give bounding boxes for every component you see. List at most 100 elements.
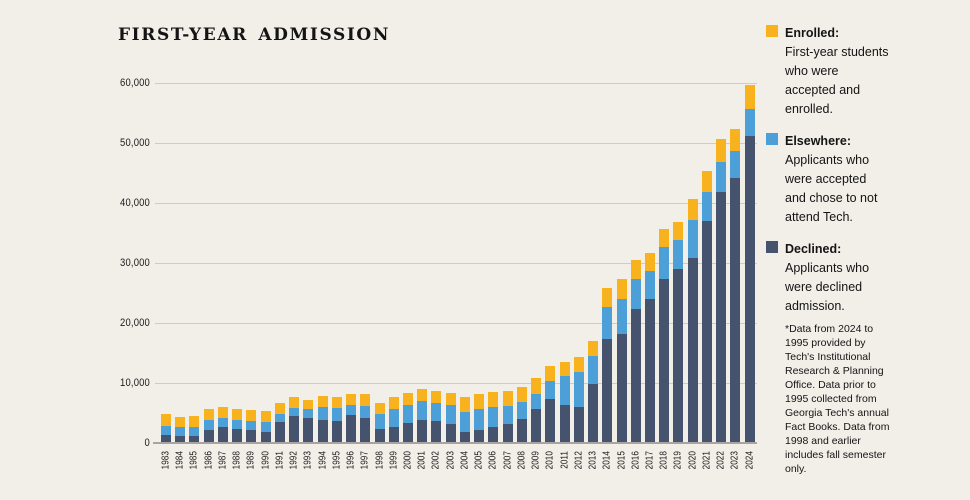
x-axis-label-2015: 2015 [616, 451, 628, 470]
declined-segment-2018 [659, 278, 670, 443]
legend-label-enrolled: Enrolled: [785, 26, 840, 40]
x-axis-label-1998: 1998 [374, 451, 386, 470]
declined-segment-2016 [630, 308, 641, 443]
declined-segment-1983 [161, 434, 171, 443]
declined-segment-2010 [545, 398, 556, 443]
declined-segment-2024 [744, 136, 755, 443]
elsewhere-segment-1986 [203, 420, 214, 431]
x-axis-label-1987: 1987 [217, 451, 229, 470]
x-axis-label-2004: 2004 [459, 451, 471, 470]
enrolled-segment-1987 [217, 407, 228, 418]
declined-segment-2022 [716, 192, 727, 443]
declined-segment-2006 [488, 426, 499, 443]
enrolled-segment-2006 [488, 392, 499, 407]
elsewhere-segment-2014 [602, 306, 613, 340]
x-axis-label-1996: 1996 [345, 451, 357, 470]
x-axis-label-2002: 2002 [430, 451, 442, 470]
elsewhere-segment-2002 [431, 403, 442, 422]
enrolled-segment-1996 [346, 393, 357, 405]
enrolled-segment-1990 [260, 410, 271, 422]
declined-segment-2019 [673, 269, 684, 443]
elsewhere-segment-2023 [730, 151, 741, 178]
legend-label-elsewhere: Elsewhere: [785, 134, 852, 148]
x-axis-label-2005: 2005 [473, 451, 485, 470]
enrolled-segment-1986 [203, 409, 214, 421]
x-axis-label-2014: 2014 [601, 451, 613, 470]
elsewhere-segment-1988 [232, 419, 243, 429]
enrolled-segment-1984 [175, 416, 186, 428]
enrolled-segment-2007 [502, 390, 513, 406]
elsewhere-segment-1991 [274, 413, 285, 422]
declined-segment-2017 [644, 299, 655, 443]
declined-segment-1993 [303, 417, 314, 443]
x-axis-label-2020: 2020 [687, 451, 699, 470]
declined-segment-2002 [431, 421, 442, 443]
enrolled-segment-2011 [559, 362, 570, 376]
x-axis-label-1986: 1986 [203, 451, 215, 470]
enrolled-segment-2020 [687, 198, 698, 220]
enrolled-segment-2004 [459, 397, 470, 412]
y-axis-tick-label: 50,000 [120, 136, 150, 149]
x-axis-label-1985: 1985 [188, 451, 200, 470]
x-axis-label-2001: 2001 [416, 451, 428, 470]
elsewhere-segment-1998 [374, 413, 385, 429]
x-axis-baseline [153, 442, 757, 444]
x-axis-label-2019: 2019 [672, 451, 684, 470]
declined-segment-2003 [445, 423, 456, 443]
declined-segment-2015 [616, 334, 627, 443]
elsewhere-segment-1987 [217, 417, 228, 428]
x-axis-label-1990: 1990 [260, 451, 272, 470]
enrolled-segment-2018 [659, 229, 670, 248]
enrolled-segment-2023 [730, 128, 741, 152]
x-axis-label-2000: 2000 [402, 451, 414, 470]
gridline-20000 [155, 323, 757, 324]
x-axis-label-2003: 2003 [445, 451, 457, 470]
elsewhere-segment-1997 [360, 405, 371, 418]
enrolled-segment-2013 [588, 341, 599, 356]
y-axis-tick-label: 20,000 [120, 316, 150, 329]
elsewhere-segment-2015 [616, 299, 627, 335]
declined-segment-1991 [274, 422, 285, 443]
data-source-footnote: *Data from 2024 to 1995 provided by Tech… [785, 323, 890, 475]
enrolled-segment-1989 [246, 410, 257, 421]
elsewhere-segment-1985 [189, 426, 200, 436]
declined-segment-1998 [374, 428, 385, 443]
elsewhere-segment-2003 [445, 405, 456, 424]
elsewhere-segment-2022 [716, 162, 727, 193]
elsewhere-segment-1999 [388, 408, 399, 427]
elsewhere-segment-2013 [588, 356, 599, 384]
x-axis-label-2021: 2021 [701, 451, 713, 470]
x-axis-label-2009: 2009 [530, 451, 542, 470]
elsewhere-segment-2016 [630, 278, 641, 309]
elsewhere-segment-2007 [502, 405, 513, 424]
elsewhere-segment-2008 [516, 401, 527, 419]
x-axis-label-2006: 2006 [487, 451, 499, 470]
y-axis-tick-label: 60,000 [120, 76, 150, 89]
legend-label-declined: Declined: [785, 242, 842, 256]
declined-segment-2001 [417, 419, 428, 443]
declined-segment-1999 [388, 426, 399, 443]
x-axis-label-1989: 1989 [245, 451, 257, 470]
declined-segment-2008 [516, 419, 527, 443]
enrolled-segment-2000 [402, 392, 413, 405]
elsewhere-segment-1993 [303, 409, 314, 418]
elsewhere-swatch-icon [766, 133, 778, 145]
elsewhere-segment-2011 [559, 375, 570, 406]
declined-segment-1986 [203, 430, 214, 443]
enrolled-segment-2010 [545, 365, 556, 382]
x-axis-label-1992: 1992 [288, 451, 300, 470]
y-axis-tick-label: 40,000 [120, 196, 150, 209]
enrolled-segment-2019 [673, 221, 684, 241]
enrolled-segment-1985 [189, 416, 200, 427]
enrolled-segment-2002 [431, 390, 442, 404]
elsewhere-segment-1989 [246, 420, 257, 430]
enrolled-segment-2024 [744, 84, 755, 109]
enrolled-segment-2003 [445, 393, 456, 406]
elsewhere-segment-1996 [346, 404, 357, 416]
enrolled-segment-1999 [388, 397, 399, 409]
declined-segment-1992 [289, 416, 300, 443]
gridline-50000 [155, 143, 757, 144]
elsewhere-segment-2019 [673, 240, 684, 269]
x-axis-label-2007: 2007 [502, 451, 514, 470]
x-axis-label-2011: 2011 [559, 451, 571, 469]
